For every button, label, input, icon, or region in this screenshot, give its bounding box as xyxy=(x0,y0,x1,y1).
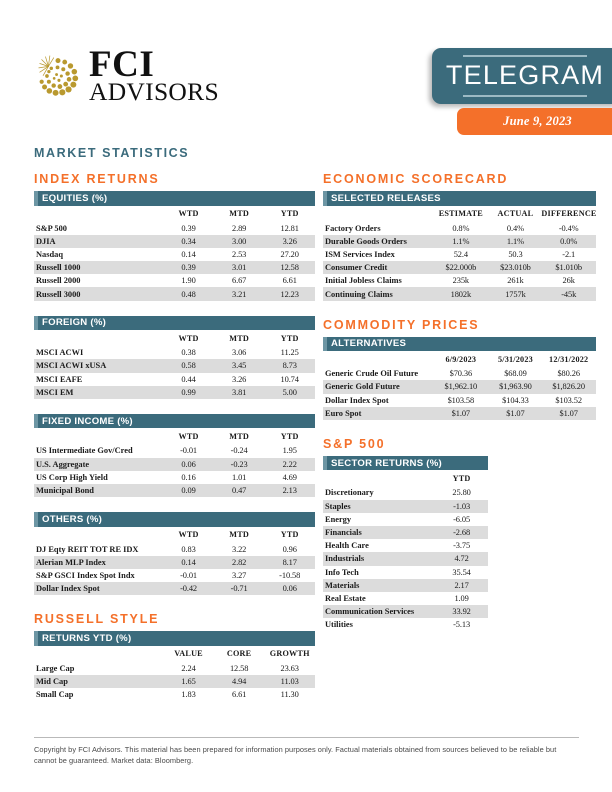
table-row: US Intermediate Gov/Cred -0.01 -0.24 1.95 xyxy=(36,446,297,456)
subsection-bar-fixed-income: FIXED INCOME (%) xyxy=(34,413,315,429)
table-row: Russell 1000 0.39 3.01 12.58 xyxy=(34,261,315,275)
table-header-row: 6/9/2023 5/31/2023 12/31/2022 xyxy=(445,354,589,364)
table-row: S&P GSCI Index Spot Indx -0.01 3.27 -10.58 xyxy=(36,571,301,581)
telegram-banner: TELEGRAM xyxy=(432,48,612,104)
table-row: Consumer Credit $22.000b $23.010b $1.010b xyxy=(323,261,596,275)
section-title-russell-style: RUSSELL STYLE xyxy=(34,612,160,627)
table-row: MSCI ACWI 0.38 3.06 11.25 xyxy=(36,348,299,358)
section-title-economic-scorecard: ECONOMIC SCORECARD xyxy=(323,172,509,186)
table-header-row: ESTIMATE ACTUAL DIFFERENCE xyxy=(438,209,597,218)
table-row: Municipal Bond 0.09 0.47 2.13 xyxy=(34,483,315,498)
subsection-bar-others: OTHERS (%) xyxy=(34,512,315,527)
table-row: S&P 500 0.39 2.89 12.81 xyxy=(36,223,299,233)
table-row: Large Cap 2.24 12.58 23.63 xyxy=(36,663,299,673)
table-alternatives: 6/9/2023 5/31/2023 12/31/2022 Generic Cr… xyxy=(323,351,596,420)
table-header-row: WTD MTD YTD xyxy=(178,431,299,441)
section-title-sp500: S&P 500 xyxy=(323,436,386,451)
table-row: Utilities -5.13 xyxy=(325,620,471,630)
table-row: ISM Services Index 52.4 50.3 -2.1 xyxy=(325,249,576,259)
table-row: MSCI EAFE 0.44 3.26 10.74 xyxy=(36,374,299,384)
table-equities: WTD MTD YTD S&P 500 0.39 2.89 12.81 DJIA 0.3… xyxy=(34,206,315,301)
table-row: MSCI ACWI xUSA 0.58 3.45 8.73 xyxy=(34,359,315,373)
table-row: Mid Cap 1.65 4.94 11.03 xyxy=(34,675,315,689)
footer-disclaimer: Copyright by FCI Advisors. This material… xyxy=(34,745,557,765)
section-title-index-returns: INDEX RETURNS xyxy=(34,172,160,186)
table-row: Generic Crude Oil Future $70.36 $68.09 $80.… xyxy=(325,369,580,379)
table-row: Durable Goods Orders 1.1% 1.1% 0.0% xyxy=(323,234,596,248)
table-row: Dollar Index Spot $103.58 $104.33 $103.52 xyxy=(325,395,582,405)
table-row: DJ Eqty REIT TOT RE IDX 0.83 3.22 0.96 xyxy=(36,544,297,554)
brand-name-secondary: ADVISORS xyxy=(89,77,219,107)
table-header-row: YTD xyxy=(452,473,471,483)
table-header-row: WTD MTD YTD xyxy=(178,209,299,218)
table-row: Generic Gold Future $1,962.10 $1,963.90 $1,… xyxy=(323,380,596,394)
table-header-row: WTD MTD YTD xyxy=(178,530,299,540)
footer-divider xyxy=(34,737,579,738)
table-row: Communication Services 33.92 xyxy=(323,605,488,619)
table-row: Russell 2000 1.90 6.67 6.61 xyxy=(36,276,297,286)
table-row: Health Care -3.75 xyxy=(325,541,471,551)
table-row: Discretionary 25.80 xyxy=(325,488,471,498)
table-row: Energy -6.05 xyxy=(325,514,471,524)
table-selected-releases: ESTIMATE ACTUAL DIFFERENCE Factory Order… xyxy=(323,206,596,301)
left-column: INDEX RETURNS EQUITIES (%) WTD MTD YTD S… xyxy=(34,172,315,701)
subsection-bar-selected-releases: SELECTED RELEASES xyxy=(323,191,596,206)
table-row: Industrials 4.72 xyxy=(323,552,488,566)
table-row: Initial Jobless Claims 235k 261k 26k xyxy=(325,276,575,286)
masthead: FCI ADVISORS TELEGRAM June 9, 2023 MARKE… xyxy=(0,0,612,160)
right-column: ECONOMIC SCORECARD SELECTED RELEASES EST… xyxy=(323,172,596,631)
table-header-row: VALUE CORE GROWTH xyxy=(174,649,310,659)
table-russell-style: VALUE CORE GROWTH Large Cap 2.24 12.58 23.6… xyxy=(34,646,315,702)
table-row: Small Cap 1.83 6.61 11.30 xyxy=(36,690,299,700)
table-row: Continuing Claims 1802k 1757k -45k xyxy=(323,287,596,301)
globe-dots-icon xyxy=(38,55,79,96)
banner-rule-top xyxy=(463,55,587,57)
table-row: Materials 2.17 xyxy=(323,578,488,592)
table-others: WTD MTD YTD DJ Eqty REIT TOT RE IDX 0.83 3… xyxy=(34,527,315,596)
table-fixed-income: WTD MTD YTD US Intermediate Gov/Cred -0.0… xyxy=(34,428,315,498)
table-row: Real Estate 1.09 xyxy=(325,593,469,603)
table-row: Staples -1.03 xyxy=(323,499,488,513)
table-row: Factory Orders 0.8% 0.4% -0.4% xyxy=(325,223,579,233)
table-sector-returns: YTD Discretionary 25.80 Staples -1.03 Ener… xyxy=(323,470,488,631)
banner-rule-bottom xyxy=(463,95,587,97)
page-title: MARKET STATISTICS xyxy=(34,146,190,160)
table-row: Alerian MLP Index 0.14 2.82 8.17 xyxy=(34,555,315,569)
subsection-bar-alternatives: ALTERNATIVES xyxy=(323,336,596,352)
subsection-bar-sector-returns: SECTOR RETURNS (%) xyxy=(323,455,488,471)
banner-title: TELEGRAM xyxy=(445,60,605,90)
table-row: Financials -2.68 xyxy=(323,525,488,540)
footer: Copyright by FCI Advisors. This material… xyxy=(34,737,579,766)
issue-date: June 9, 2023 xyxy=(503,114,572,128)
table-row: Nasdaq 0.14 2.53 27.20 xyxy=(36,249,299,259)
table-row: Euro Spot $1.07 $1.07 $1.07 xyxy=(323,406,596,420)
table-row: DJIA 0.34 3.00 3.26 xyxy=(34,234,315,248)
table-row: U.S. Aggregate 0.06 -0.23 2.22 xyxy=(34,457,315,471)
table-row: Russell 3000 0.48 3.21 12.23 xyxy=(34,287,315,301)
table-header-row: WTD MTD YTD xyxy=(178,333,299,343)
table-foreign: WTD MTD YTD MSCI ACWI 0.38 3.06 11.25 MSCI … xyxy=(34,330,315,399)
table-row: US Corp High Yield 0.16 1.01 4.69 xyxy=(36,472,297,482)
table-row: MSCI EM 0.99 3.81 5.00 xyxy=(34,385,315,399)
subsection-bar-equities: EQUITIES (%) xyxy=(34,191,315,206)
subsection-bar-foreign: FOREIGN (%) xyxy=(34,315,315,331)
brand-name-primary: FCI xyxy=(89,44,155,85)
subsection-bar-returns-ytd: RETURNS YTD (%) xyxy=(34,631,315,646)
table-row: Info Tech 35.54 xyxy=(325,567,471,577)
issue-date-bar: June 9, 2023 xyxy=(457,108,612,135)
brand-logo: FCI ADVISORS xyxy=(34,44,219,107)
table-row: Dollar Index Spot -0.42 -0.71 0.06 xyxy=(34,582,315,596)
section-title-commodity-prices: COMMODITY PRICES xyxy=(323,317,480,332)
